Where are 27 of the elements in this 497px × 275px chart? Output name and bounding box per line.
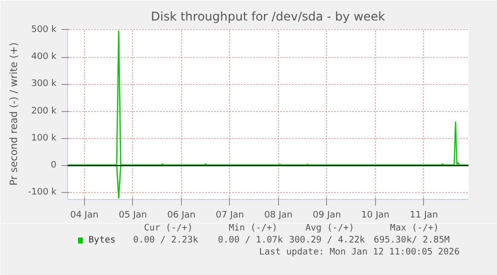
x-tick-label: 09 Jan [312, 210, 341, 220]
text: Avg (-/+) [305, 224, 354, 234]
x-tick-label: 04 Jan [70, 210, 98, 220]
text: 300.29 / 4.22k [289, 236, 366, 246]
legend-label: Bytes [88, 236, 116, 246]
text: 0.00 / 2.23k [133, 236, 199, 246]
chart-title: Disk throughput for /dev/sda - by week [150, 10, 386, 24]
y-tick-label: -100 k [28, 188, 58, 198]
y-tick-label: 400 k [31, 52, 58, 62]
x-tick-label: 11 Jan [410, 210, 438, 220]
x-tick-label: 05 Jan [118, 210, 147, 220]
y-tick-label: 100 k [31, 133, 58, 144]
y-tick-label: 0 [50, 160, 57, 171]
y-tick-label: 300 k [31, 79, 58, 90]
text: 0.00 / 1.07k [218, 236, 284, 246]
text: Max (-/+) [390, 224, 439, 234]
x-tick-label: 10 Jan [361, 210, 390, 220]
text: 695.30k/ 2.85M [374, 236, 450, 246]
text: Cur (-/+) [144, 224, 193, 234]
y-tick-label: 500 k [31, 24, 58, 35]
text: Last update: Mon Jan 12 11:00:05 2026 [259, 248, 460, 258]
text: Min (-/+) [228, 224, 278, 234]
y-axis-title: Pr second read (-) / write (+) [9, 42, 20, 186]
y-tick-label: 200 k [31, 106, 58, 116]
x-tick-label: 07 Jan [216, 210, 244, 220]
x-tick-label: 06 Jan [167, 210, 196, 220]
x-tick-label: 08 Jan [264, 210, 292, 220]
